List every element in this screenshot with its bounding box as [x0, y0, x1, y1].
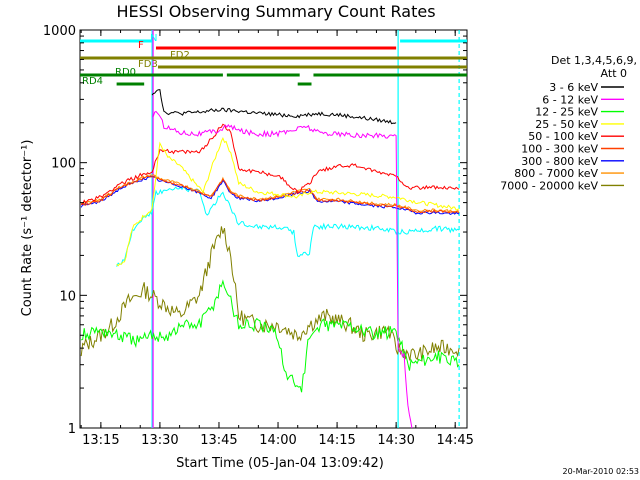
flag-label: RD0	[115, 67, 136, 78]
x-tick-label: 13:15	[82, 433, 119, 448]
series-line	[116, 136, 460, 267]
flag-label: F	[138, 40, 144, 51]
extra-series-line	[116, 185, 460, 267]
series-line	[80, 226, 460, 362]
x-axis-label: Start Time (05-Jan-04 13:09:42)	[176, 456, 384, 471]
x-tick-label: 13:45	[200, 433, 237, 448]
legend-label: 300 - 800 keV	[521, 155, 598, 168]
series-line	[81, 279, 460, 393]
legend-label: 12 - 25 keV	[535, 106, 598, 119]
flag-label: N	[150, 33, 157, 44]
x-tick-label: 14:15	[318, 433, 355, 448]
legend-label: 25 - 50 keV	[535, 118, 598, 131]
flag-label: RD4	[82, 76, 103, 87]
x-tick-label: 14:30	[377, 433, 414, 448]
x-tick-label: 14:00	[259, 433, 296, 448]
legend-label: 3 - 6 keV	[549, 81, 598, 94]
flag-label: FD2	[170, 50, 190, 61]
legend-label: 50 - 100 keV	[528, 130, 598, 143]
flag-label: FD3	[138, 59, 158, 70]
legend-header: Det 1,3,4,5,6,9,	[551, 54, 637, 67]
plot-frame	[79, 29, 468, 429]
x-tick-label: 14:45	[436, 433, 473, 448]
series-line	[151, 89, 397, 125]
y-tick-label: 1	[68, 422, 76, 437]
legend-label: 800 - 7000 keV	[514, 167, 598, 180]
chart-title: HESSI Observing Summary Count Rates	[116, 2, 435, 21]
legend-label: 100 - 300 keV	[521, 143, 598, 156]
legend-header: Att 0	[601, 67, 627, 80]
legend-label: 6 - 12 keV	[542, 93, 598, 106]
legend-label: 7000 - 20000 keV	[500, 179, 598, 192]
y-tick-label: 10	[59, 289, 76, 304]
y-tick-label: 1000	[43, 24, 76, 39]
timestamp: 20-Mar-2010 02:53	[563, 467, 640, 476]
y-tick-label: 100	[51, 157, 76, 172]
series-line	[151, 110, 413, 429]
y-axis-label: Count Rate (s⁻¹ detector⁻¹)	[20, 140, 35, 317]
x-tick-label: 13:30	[141, 433, 178, 448]
